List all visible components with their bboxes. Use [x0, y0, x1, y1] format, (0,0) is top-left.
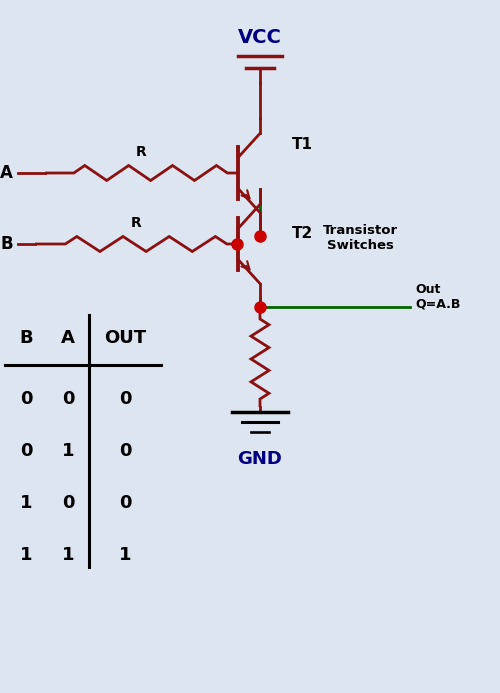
Text: Transistor
Switches: Transistor Switches	[322, 224, 398, 252]
Text: 0: 0	[119, 442, 131, 460]
Text: 1: 1	[20, 494, 32, 512]
Text: 1: 1	[119, 546, 131, 564]
Text: A: A	[61, 329, 75, 347]
Text: 0: 0	[119, 494, 131, 512]
Text: 1: 1	[62, 546, 74, 564]
Text: 0: 0	[20, 442, 32, 460]
Text: T1: T1	[292, 137, 313, 152]
Text: B: B	[19, 329, 33, 347]
Text: OUT: OUT	[104, 329, 146, 347]
Text: R: R	[136, 145, 146, 159]
Text: R: R	[130, 216, 141, 230]
Text: 0: 0	[62, 494, 74, 512]
Text: 0: 0	[119, 390, 131, 408]
Text: GND: GND	[238, 450, 282, 468]
Text: B: B	[0, 235, 13, 253]
Text: 1: 1	[20, 546, 32, 564]
Text: 1: 1	[62, 442, 74, 460]
Text: A: A	[0, 164, 13, 182]
Text: 0: 0	[20, 390, 32, 408]
Text: 0: 0	[62, 390, 74, 408]
Text: T2: T2	[292, 227, 313, 241]
Text: Out
Q=A.B: Out Q=A.B	[415, 283, 461, 311]
Text: VCC: VCC	[238, 28, 282, 48]
